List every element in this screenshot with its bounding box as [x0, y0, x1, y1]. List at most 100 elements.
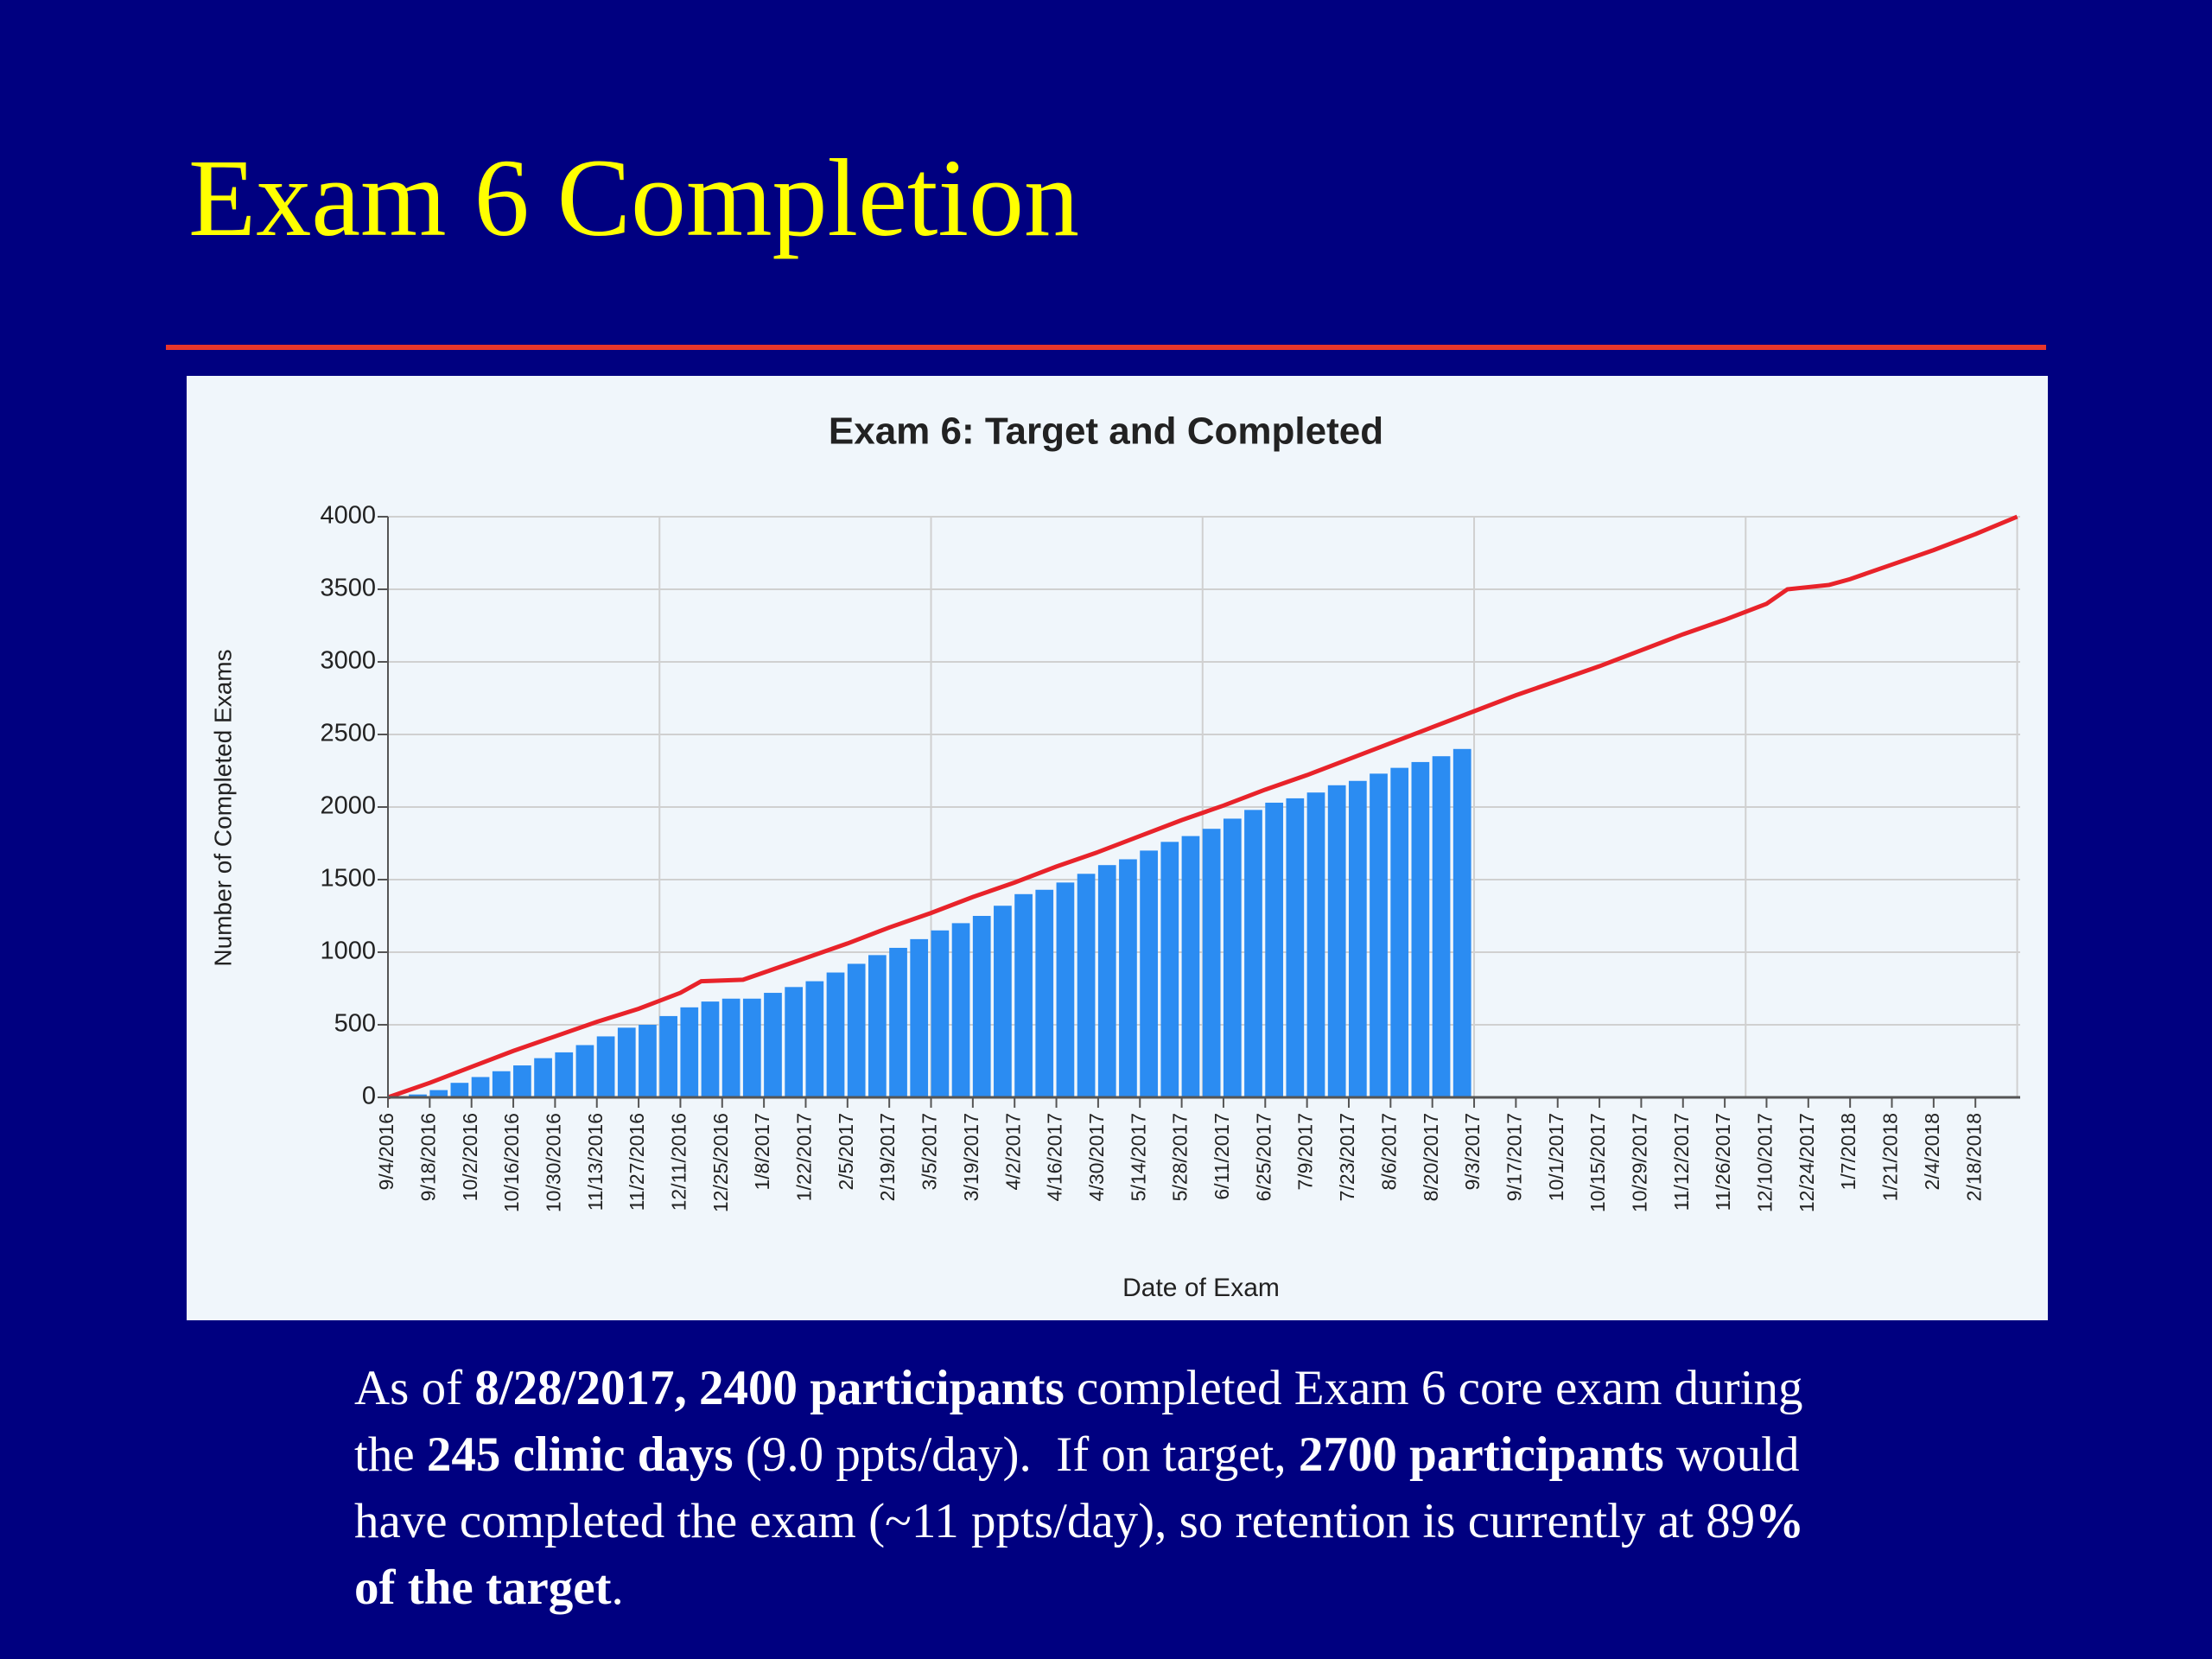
bar	[1056, 882, 1075, 1097]
x-tick-label: 2/19/2017	[876, 1113, 899, 1201]
bar	[805, 981, 824, 1097]
x-tick-label: 7/9/2017	[1294, 1113, 1317, 1191]
bar	[701, 1001, 720, 1097]
bar	[1181, 836, 1200, 1097]
bar	[994, 906, 1012, 1097]
bar	[1119, 859, 1137, 1097]
bar	[680, 1007, 699, 1097]
x-tick-label: 11/13/2016	[584, 1113, 607, 1211]
bar	[951, 923, 970, 1097]
x-tick-label: 10/1/2017	[1545, 1113, 1567, 1201]
x-tick-label: 8/6/2017	[1377, 1113, 1400, 1191]
x-tick-label: 1/8/2017	[751, 1113, 773, 1191]
bold-text: 245 clinic days	[426, 1427, 734, 1482]
x-tick-label: 2/5/2017	[835, 1113, 857, 1191]
chart: Exam 6: Target and Completed Date of Exa…	[187, 376, 2048, 1320]
x-tick-label: 10/2/2016	[459, 1113, 481, 1201]
x-axis-title: Date of Exam	[1122, 1274, 1280, 1302]
bold-text: % of the target	[354, 1494, 1817, 1615]
x-tick-label: 1/22/2017	[793, 1113, 816, 1201]
y-tick-label: 2000	[320, 792, 376, 820]
x-tick-label: 1/21/2018	[1879, 1113, 1902, 1201]
text: As of	[354, 1361, 475, 1415]
bar	[931, 930, 950, 1097]
x-tick-label: 9/18/2016	[416, 1113, 439, 1201]
bar	[534, 1058, 552, 1097]
x-tick-label: 7/23/2017	[1336, 1113, 1358, 1201]
x-tick-label: 9/3/2017	[1461, 1113, 1484, 1191]
x-tick-label: 5/28/2017	[1169, 1113, 1192, 1201]
bar	[596, 1036, 615, 1097]
x-tick-label: 2/4/2018	[1921, 1113, 1943, 1191]
bold-text: 2700 participants	[1298, 1427, 1664, 1482]
y-axis-title: Number of Completed Exams	[209, 649, 236, 966]
x-tick-label: 11/27/2016	[626, 1113, 648, 1211]
y-tick-label: 4000	[320, 502, 376, 530]
x-tick-label: 10/30/2016	[542, 1113, 564, 1212]
bar	[1327, 785, 1346, 1097]
text: completed Exam 6 core exam during the	[354, 1361, 1815, 1482]
x-tick-label: 10/29/2017	[1628, 1113, 1650, 1212]
chart-background	[187, 376, 2048, 1320]
bar	[1160, 842, 1179, 1097]
bar	[1077, 874, 1096, 1097]
bar	[1097, 865, 1116, 1097]
title-rule	[166, 345, 2046, 350]
bar	[617, 1027, 636, 1097]
bar	[1306, 792, 1325, 1097]
x-tick-label: 12/11/2016	[668, 1113, 690, 1211]
bar	[1370, 773, 1388, 1097]
bar	[1265, 802, 1284, 1097]
x-tick-label: 5/14/2017	[1127, 1113, 1149, 1201]
bar	[721, 998, 741, 1097]
slide-title: Exam 6 Completion	[188, 137, 1079, 259]
x-tick-label: 4/16/2017	[1044, 1113, 1066, 1201]
bar	[742, 998, 761, 1097]
bar	[471, 1077, 490, 1097]
x-tick-label: 9/4/2016	[375, 1113, 397, 1191]
y-tick-label: 2500	[320, 720, 376, 747]
bar	[785, 987, 804, 1097]
x-tick-label: 12/25/2016	[709, 1113, 732, 1212]
bar	[1411, 761, 1430, 1097]
y-tick-label: 3500	[320, 575, 376, 602]
bar	[450, 1083, 469, 1097]
bar	[659, 1015, 677, 1097]
x-tick-label: 11/12/2017	[1670, 1113, 1693, 1211]
bar	[972, 916, 991, 1097]
bar	[575, 1045, 594, 1097]
chart-title: Exam 6: Target and Completed	[829, 410, 1383, 453]
x-tick-label: 4/30/2017	[1085, 1113, 1108, 1201]
x-tick-label: 3/5/2017	[918, 1113, 941, 1191]
bar	[492, 1071, 511, 1097]
x-tick-label: 9/17/2017	[1503, 1113, 1525, 1201]
x-tick-label: 4/2/2017	[1001, 1113, 1024, 1191]
x-tick-label: 6/11/2017	[1211, 1113, 1233, 1200]
bar	[1223, 818, 1242, 1097]
y-tick-label: 1500	[320, 865, 376, 893]
bar	[1244, 810, 1262, 1097]
bar	[1202, 829, 1221, 1097]
bar	[847, 963, 866, 1097]
text: .	[611, 1560, 624, 1615]
bar	[1348, 780, 1367, 1097]
x-tick-label: 12/10/2017	[1754, 1113, 1777, 1212]
bar	[1432, 756, 1451, 1097]
x-tick-label: 6/25/2017	[1252, 1113, 1274, 1201]
bold-text: 8/28/2017, 2400 participants	[474, 1361, 1065, 1415]
x-tick-label: 10/16/2016	[500, 1113, 523, 1212]
bar	[868, 955, 887, 1097]
body-text: As of 8/28/2017, 2400 participants compl…	[354, 1355, 1849, 1621]
y-tick-label: 500	[334, 1010, 376, 1038]
bar	[1452, 748, 1471, 1097]
x-tick-label: 10/15/2017	[1586, 1113, 1609, 1212]
bar	[1286, 798, 1305, 1097]
bar	[555, 1052, 574, 1097]
target-line	[387, 514, 2018, 1100]
bar	[1390, 767, 1409, 1097]
bar	[910, 938, 929, 1097]
x-tick-label: 12/24/2017	[1796, 1113, 1818, 1212]
y-tick-label: 3000	[320, 647, 376, 675]
bar	[513, 1065, 531, 1097]
